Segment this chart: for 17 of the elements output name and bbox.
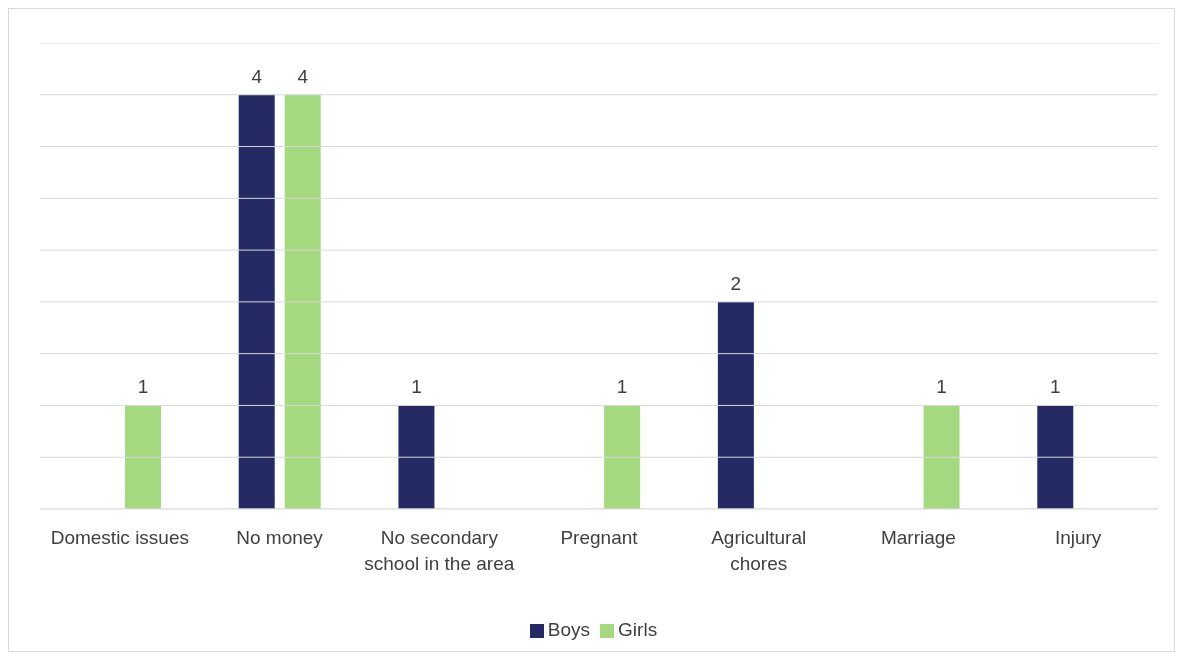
legend-label: Girls <box>618 619 658 640</box>
data-label: 1 <box>936 376 947 398</box>
data-label: 1 <box>1050 376 1061 398</box>
x-tick-label: Pregnant <box>560 527 639 548</box>
x-tick-label: Domestic issues <box>50 527 190 548</box>
data-label: 1 <box>137 376 149 398</box>
x-tick-label: Agricultural chores <box>711 527 807 574</box>
data-label: 1 <box>616 376 628 398</box>
data-label: 4 <box>297 65 309 87</box>
x-tick-label: Injury <box>1054 527 1102 548</box>
legend-label: Boys <box>547 619 591 640</box>
x-tick-label: No secondary school in the area <box>364 527 515 574</box>
data-label: 1 <box>411 376 422 398</box>
data-label: 4 <box>251 65 263 87</box>
x-tick-label: No money <box>236 527 324 548</box>
data-label: 2 <box>730 272 742 294</box>
x-tick-label: Marriage <box>880 527 956 548</box>
